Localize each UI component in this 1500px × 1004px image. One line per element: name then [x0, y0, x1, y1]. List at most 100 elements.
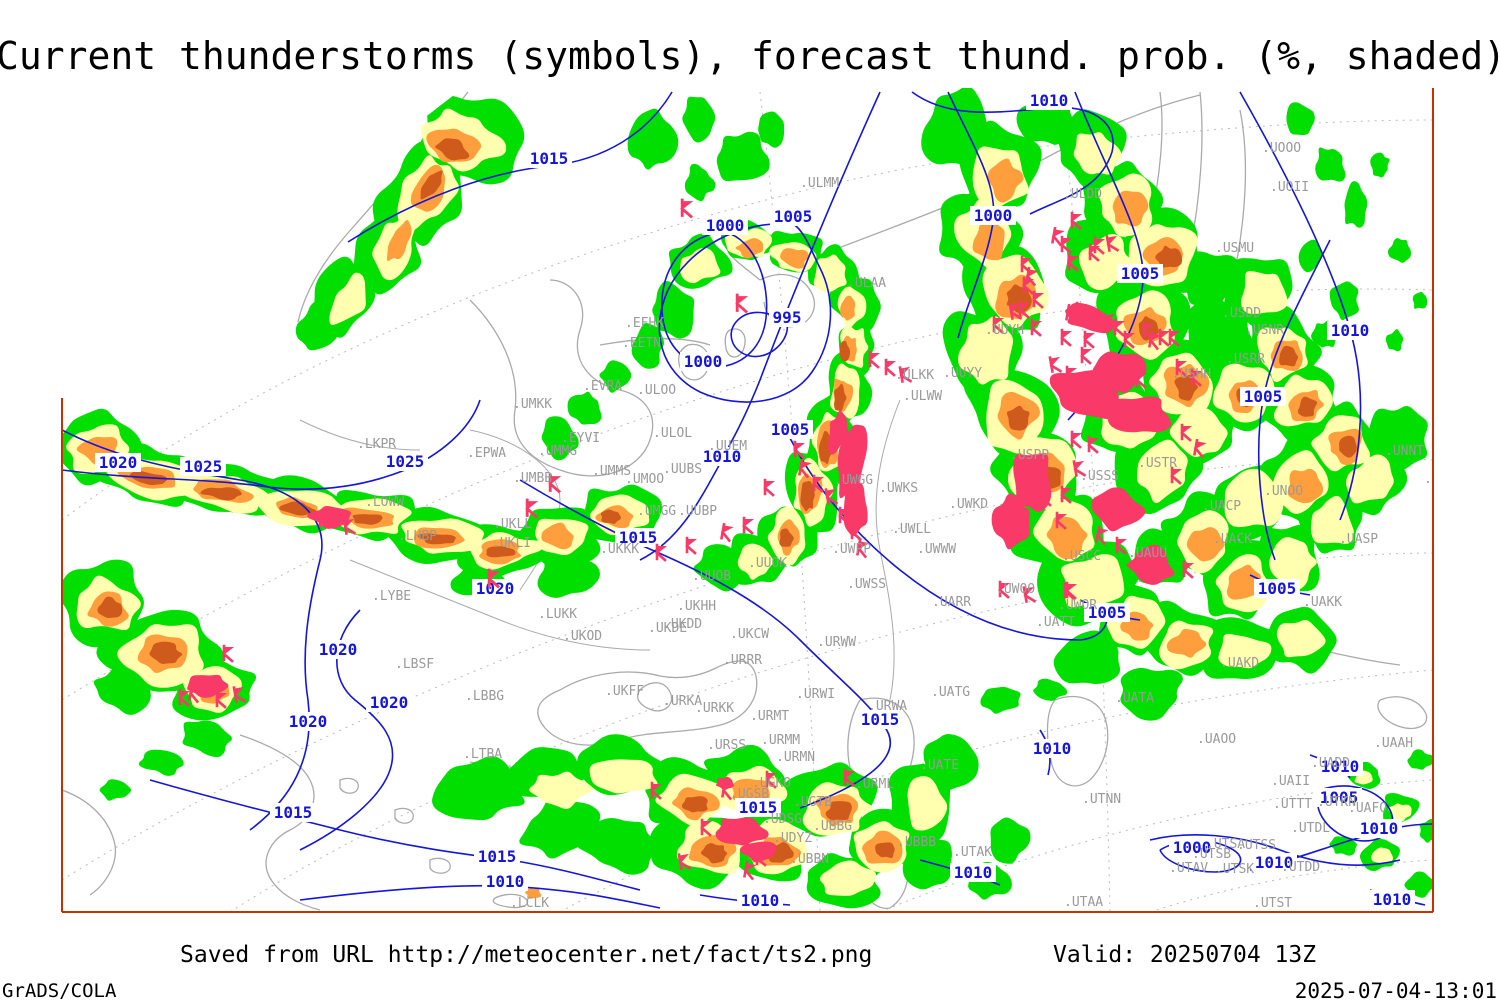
- station-label: .USHH: [1172, 367, 1211, 382]
- station-label: .UTSA: [1206, 837, 1245, 852]
- coastline: [537, 660, 758, 746]
- station-label: .USTR: [1138, 456, 1177, 471]
- thunderstorm-symbol: [884, 358, 896, 377]
- station-label: .UGSB: [730, 787, 769, 802]
- thunderstorm-symbol: [342, 518, 357, 535]
- isobar-label-box: [366, 693, 412, 712]
- station-label: .UKDD: [663, 617, 702, 632]
- thunderstorm-cluster: [1092, 351, 1147, 394]
- prob-shading-green: [1387, 238, 1412, 263]
- station-label: .USPP: [1010, 448, 1049, 463]
- thunderstorm-symbol: [1193, 438, 1207, 459]
- station-label: .URWW: [817, 635, 856, 650]
- isobar-label: 1020: [319, 640, 358, 659]
- station-label: .URMT: [750, 709, 789, 724]
- station-label: .UTST: [1253, 896, 1292, 911]
- station-label: .UATA: [1115, 691, 1154, 706]
- thunderstorm-symbol: [685, 536, 697, 555]
- isobar-label-box: [315, 640, 361, 659]
- station-label: .UWLL: [892, 522, 931, 537]
- isobar-line: [639, 91, 881, 561]
- isobar-label: 1020: [370, 693, 409, 712]
- thunderstorm-symbol: [1170, 466, 1182, 485]
- station-label: .UADD: [1311, 756, 1350, 771]
- thunderstorm-symbol: [700, 818, 712, 837]
- station-label: .UTDL: [1291, 821, 1330, 836]
- station-label: .UTSB: [1192, 847, 1231, 862]
- station-label: .UTAA: [1064, 895, 1103, 910]
- station-label: .EETN: [622, 336, 661, 351]
- thunderstorm-symbol: [1075, 301, 1087, 320]
- coastline: [724, 328, 746, 358]
- prob-shading-dark-orange: [279, 501, 317, 516]
- station-label: .USMU: [1215, 241, 1254, 256]
- prob-shading-yellow: [1371, 847, 1394, 864]
- thunderstorm-symbol: [1055, 511, 1067, 530]
- thunderstorm-symbol: [1022, 276, 1034, 295]
- thunderstorm-cluster: [1106, 396, 1172, 433]
- prob-shading-green: [537, 550, 600, 598]
- prob-shading-dark-orange: [700, 843, 728, 864]
- isobar-label: 1005: [1320, 788, 1359, 807]
- thunderstorm-symbol: [650, 781, 662, 800]
- prob-shading-orange: [541, 522, 574, 550]
- isobar-label-box: [950, 863, 996, 882]
- isobar-line: [299, 884, 661, 909]
- prob-shading-green: [1329, 281, 1359, 321]
- station-label: .UTAK: [953, 845, 992, 860]
- coastline: [239, 734, 321, 911]
- station-label: .UAFO: [1348, 801, 1387, 816]
- station-label: .URWA: [868, 699, 907, 714]
- isobar-label: 1005: [771, 420, 810, 439]
- station-label: .UTSS: [1237, 838, 1276, 853]
- prob-shading-yellow: [529, 771, 594, 809]
- isobar-label-box: [1084, 603, 1130, 622]
- thunderstorm-symbol: [1040, 488, 1052, 507]
- station-label: .UAKK: [1303, 595, 1342, 610]
- prob-shading-dark-orange: [825, 801, 852, 821]
- isobar-label: 1010: [1033, 739, 1072, 758]
- isobar-label: 1010: [954, 863, 993, 882]
- thunderstorm-symbol: [763, 478, 775, 497]
- station-label: .URWI: [796, 687, 835, 702]
- prob-shading-green: [99, 779, 132, 801]
- isobar-label: 1015: [478, 847, 517, 866]
- thunderstorm-symbol: [1135, 370, 1147, 389]
- station-label: .UDYZ: [773, 831, 812, 846]
- prob-shading-green: [541, 416, 579, 461]
- thunderstorm-symbol: [1135, 553, 1147, 572]
- station-label: .URMM: [761, 733, 800, 748]
- thunderstorm-symbol: [318, 510, 330, 529]
- thunderstorm-symbol: [680, 198, 694, 219]
- station-label: .LYBE: [372, 589, 411, 604]
- prob-shading-green: [1298, 239, 1323, 273]
- prob-shading-dark-orange: [1339, 435, 1357, 458]
- thunderstorm-symbol: [998, 580, 1010, 599]
- isobar-label-box: [702, 216, 748, 235]
- isobar-label-box: [382, 452, 428, 471]
- prob-shading-orange: [1226, 564, 1261, 600]
- station-label: .UMKK: [513, 397, 552, 412]
- prob-shading-yellow: [958, 316, 1014, 385]
- station-label: .UWWW: [917, 542, 956, 557]
- prob-shading-green: [182, 720, 232, 758]
- prob-shading-green: [1184, 251, 1244, 311]
- isobar-line: [519, 479, 892, 809]
- station-label: .UARR: [932, 595, 971, 610]
- station-label: .USSS: [1080, 469, 1119, 484]
- isobar-label-box: [767, 420, 813, 439]
- prob-shading-green: [990, 817, 1031, 864]
- isobar-label: 1010: [1255, 853, 1294, 872]
- station-label: .URKA: [663, 694, 702, 709]
- prob-shading-yellow: [329, 272, 366, 325]
- prob-shading-green: [627, 108, 679, 170]
- prob-shading-green: [432, 756, 525, 821]
- prob-shading-green: [295, 300, 341, 351]
- prob-shading-dark-orange: [1297, 396, 1318, 417]
- isobar-line: [149, 779, 641, 891]
- coastline: [492, 893, 529, 909]
- prob-shading-dark-orange: [834, 383, 847, 412]
- station-label: .UKLL: [493, 517, 532, 532]
- isobar-label: 995: [773, 308, 802, 327]
